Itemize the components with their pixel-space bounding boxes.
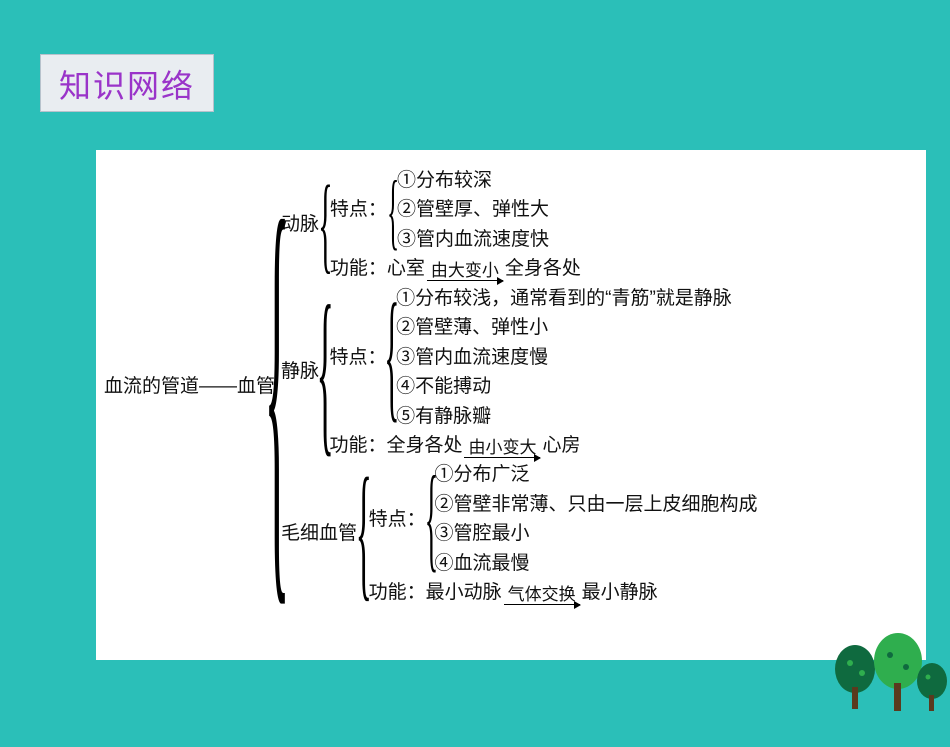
capillary-features-row: 特点： { ①分布广泛 ②管壁非常薄、只由一层上皮细胞构成 ③管腔最小 ④血流最… [369,460,758,578]
list-item: ③管内血流速度慢 [396,343,732,372]
vein-sections: 特点： { ①分布较浅，通常看到的“青筋”就是静脉 ②管壁薄、弹性小 ③管内血流… [329,284,731,461]
title-badge: 知识网络 [40,54,214,112]
vessel-row-capillary: 毛细血管 { 特点： { ①分布广泛 ②管壁非常薄、只由一层上皮细胞构成 ③管腔… [279,460,758,607]
brace-root: { [264,26,289,747]
brace-capillary-pts: { [424,428,437,610]
vein-points: ①分布较浅，通常看到的“青筋”就是静脉 ②管壁薄、弹性小 ③管内血流速度慢 ④不… [396,284,732,431]
vessel-row-artery: 动脉 { 特点： { ①分布较深 ②管壁厚、弹性大 ③管内血流速度快 功能： [279,166,758,284]
capillary-arrow-top: 气体交换 [504,586,580,604]
root-label: 血流的管道——血管 [104,372,275,401]
artery-arrow-top: 由大变小 [427,262,503,280]
capillary-sections: 特点： { ①分布广泛 ②管壁非常薄、只由一层上皮细胞构成 ③管腔最小 ④血流最… [369,460,758,607]
brace-capillary: { [356,417,372,650]
vein-func-right: 心房 [542,431,580,460]
vein-arrow-top: 由小变大 [464,439,540,457]
artery-func-right: 全身各处 [505,254,581,283]
list-item: ①分布广泛 [435,460,758,489]
artery-function: 功能： 心室 由大变小 全身各处 [330,254,581,283]
list-item: ①分布较浅，通常看到的“青筋”就是静脉 [396,284,732,313]
vessel-name-capillary: 毛细血管 [281,519,357,548]
artery-points: ①分布较深 ②管壁厚、弹性大 ③管内血流速度快 [397,166,549,254]
capillary-func-right: 最小静脉 [582,578,658,607]
trees-decoration-icon [820,633,950,713]
vein-feature-label: 特点： [329,343,386,372]
capillary-func-label: 功能： [369,578,426,607]
diagram-root-row: 血流的管道——血管 { 动脉 { 特点： { ①分布较深 ②管壁厚、弹性大 ③管… [102,166,916,608]
list-item: ③管内血流速度快 [397,225,549,254]
list-item: ①分布较深 [397,166,549,195]
artery-sections: 特点： { ①分布较深 ②管壁厚、弹性大 ③管内血流速度快 功能： 心室 由大变… [330,166,581,284]
list-item: ②管壁非常薄、只由一层上皮细胞构成 [435,490,758,519]
brace-vein: { [317,229,334,514]
vessels-col: 动脉 { 特点： { ①分布较深 ②管壁厚、弹性大 ③管内血流速度快 功能： [279,166,758,608]
vein-features-row: 特点： { ①分布较浅，通常看到的“青筋”就是静脉 ②管壁薄、弹性小 ③管内血流… [329,284,731,431]
arrow-icon: 由小变大 [464,439,540,458]
capillary-points: ①分布广泛 ②管壁非常薄、只由一层上皮细胞构成 ③管腔最小 ④血流最慢 [435,460,758,578]
list-item: ④不能搏动 [396,372,732,401]
capillary-feature-label: 特点： [369,505,426,534]
artery-feature-label: 特点： [330,195,387,224]
arrow-icon: 气体交换 [504,586,580,605]
list-item: ③管腔最小 [435,519,758,548]
artery-func-label: 功能： [330,254,387,283]
list-item: ②管壁厚、弹性大 [397,195,549,224]
list-item: ④血流最慢 [435,549,758,578]
list-item: ②管壁薄、弹性小 [396,313,732,342]
list-item: ⑤有静脉瓣 [396,402,732,431]
page-title: 知识网络 [59,68,195,104]
brace-vein-pts: { [385,245,400,470]
arrow-icon: 由大变小 [427,262,503,281]
vessel-row-vein: 静脉 { 特点： { ①分布较浅，通常看到的“青筋”就是静脉 ②管壁薄、弹性小 … [279,284,758,461]
artery-features-row: 特点： { ①分布较深 ②管壁厚、弹性大 ③管内血流速度快 [330,166,581,254]
diagram-panel: 血流的管道——血管 { 动脉 { 特点： { ①分布较深 ②管壁厚、弹性大 ③管… [96,150,926,660]
